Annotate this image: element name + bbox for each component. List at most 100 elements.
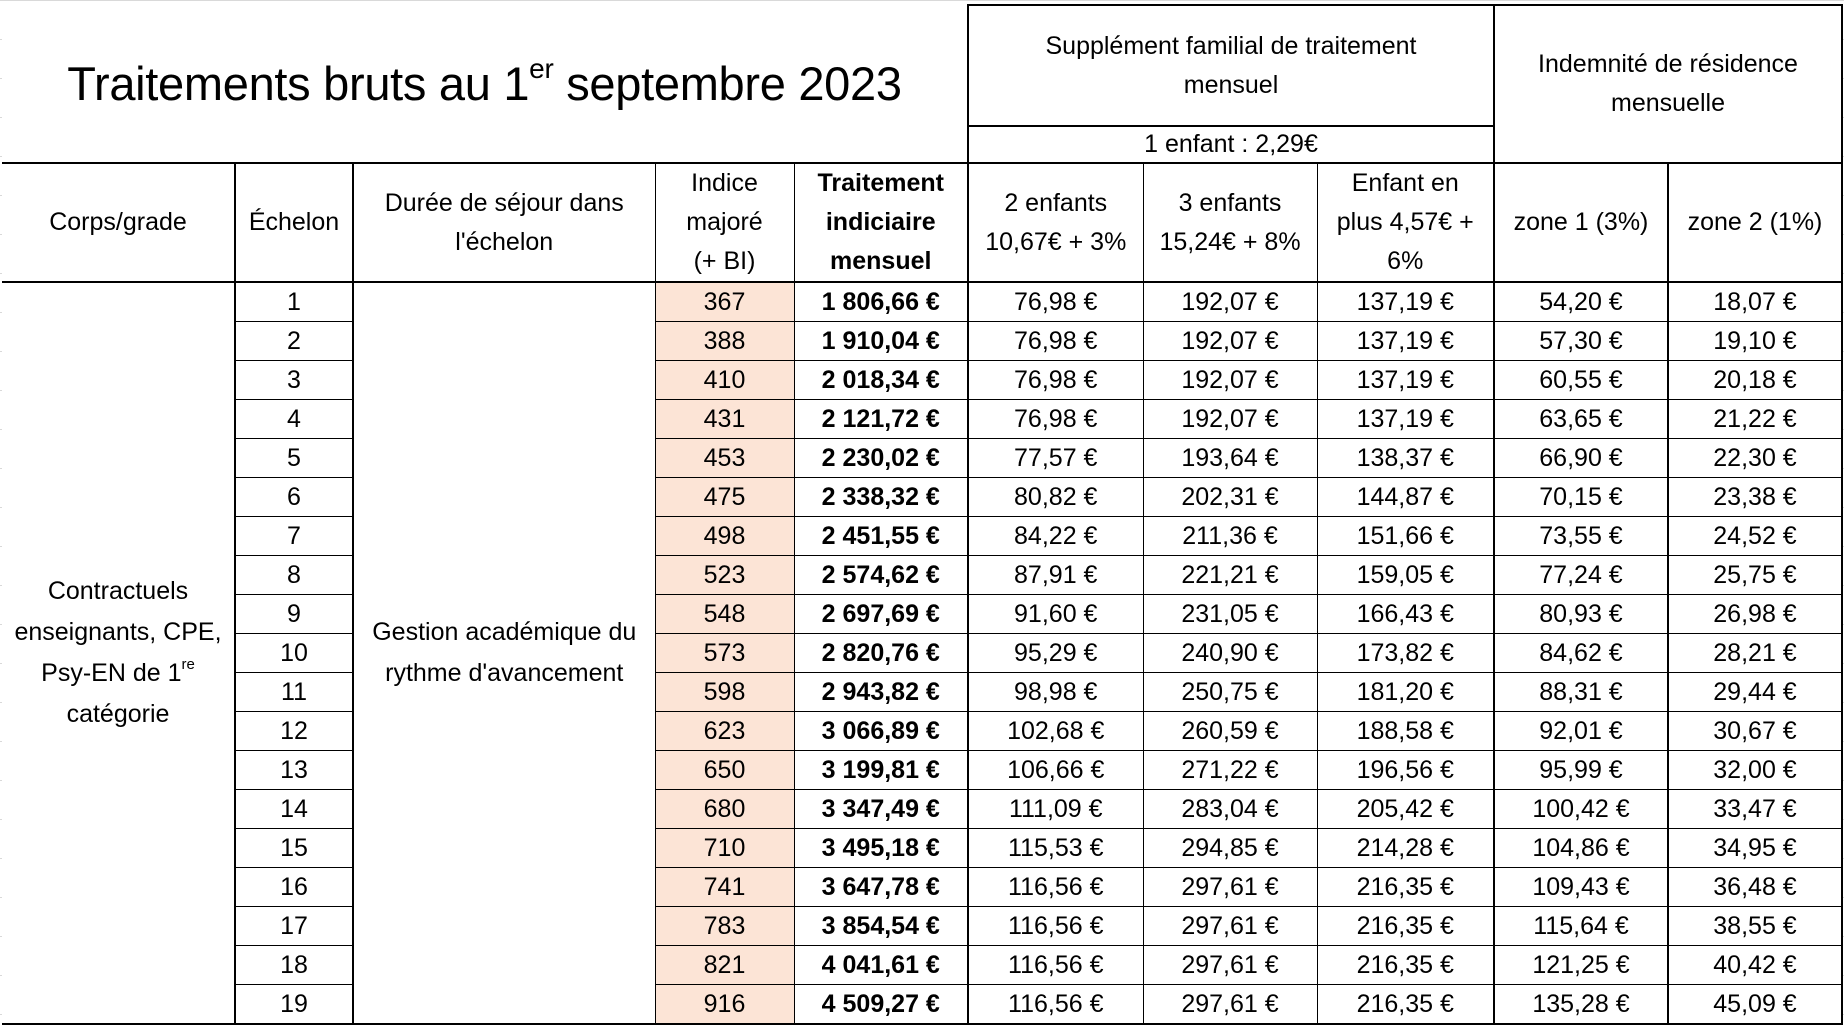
cell-sft3: 294,85 € [1142,828,1318,868]
table-row: 17 783 3 854,54 €116,56 €297,61 €216,35 €1… [2,906,1843,946]
cell-sft2: 95,29 € [967,633,1144,673]
cell-sftplus: 137,19 € [1316,281,1495,322]
cell-sft2: 76,98 € [967,399,1144,439]
cell-traitement: 2 943,82 € [793,672,969,712]
cell-sftplus: 137,19 € [1316,399,1495,439]
cell-indice: 410 [654,360,795,400]
cell-zone1: 104,86 € [1493,828,1669,868]
cell-sft2: 116,56 € [967,906,1144,946]
cell-sft2: 102,68 € [967,711,1144,751]
cell-sft2: 84,22 € [967,516,1144,556]
cell-echelon: 10 [234,633,354,673]
cell-echelon: 3 [234,360,354,400]
table-row: 10 573 2 820,76 €95,29 €240,90 €173,82 €84… [2,633,1843,673]
cell-zone2: 33,47 € [1667,789,1843,829]
table-row: 13 650 3 199,81 €106,66 €271,22 €196,56 €9… [2,750,1843,790]
cell-sftplus: 196,56 € [1316,750,1495,790]
cell-echelon: 9 [234,594,354,634]
cell-traitement: 2 574,62 € [793,555,969,595]
cell-echelon: 5 [234,438,354,478]
cell-sft3: 192,07 € [1142,281,1318,322]
cell-echelon: 11 [234,672,354,712]
cell-zone1: 66,90 € [1493,438,1669,478]
cell-sft2: 87,91 € [967,555,1144,595]
cell-traitement: 2 121,72 € [793,399,969,439]
cell-zone1: 100,42 € [1493,789,1669,829]
cell-zone2: 30,67 € [1667,711,1843,751]
cell-zone1: 80,93 € [1493,594,1669,634]
cell-sftplus: 216,35 € [1316,906,1495,946]
cell-traitement: 3 854,54 € [793,906,969,946]
cell-sft2: 116,56 € [967,945,1144,985]
cell-sftplus: 216,35 € [1316,945,1495,985]
table-row: 19 916 4 509,27 €116,56 €297,61 €216,35 €1… [2,984,1843,1025]
cell-zone1: 135,28 € [1493,984,1669,1025]
cell-indice: 783 [654,906,795,946]
cell-sft3: 231,05 € [1142,594,1318,634]
cell-sft2: 80,82 € [967,477,1144,517]
cell-sft3: 202,31 € [1142,477,1318,517]
cell-echelon: 12 [234,711,354,751]
cell-zone1: 63,65 € [1493,399,1669,439]
header-zone-2: zone 2 (1%) [1667,162,1843,283]
cell-indice: 498 [654,516,795,556]
cell-indice: 623 [654,711,795,751]
cell-traitement: 2 820,76 € [793,633,969,673]
cell-sft3: 192,07 € [1142,321,1318,361]
cell-sft2: 77,57 € [967,438,1144,478]
cell-echelon: 7 [234,516,354,556]
header-duree-sejour: Durée de séjour dans l'échelon [352,162,656,283]
cell-zone1: 60,55 € [1493,360,1669,400]
table-row: 2 388 1 910,04 €76,98 €192,07 €137,19 €57,… [2,321,1843,361]
cell-echelon: 16 [234,867,354,907]
cell-zone1: 109,43 € [1493,867,1669,907]
cell-indice: 367 [654,281,795,322]
cell-sft3: 250,75 € [1142,672,1318,712]
table-row: 14 680 3 347,49 €111,09 €283,04 €205,42 €1… [2,789,1843,829]
cell-sftplus: 181,20 € [1316,672,1495,712]
table-row: 18 821 4 041,61 €116,56 €297,61 €216,35 €1… [2,945,1843,985]
cell-sft2: 98,98 € [967,672,1144,712]
cell-sft2: 76,98 € [967,281,1144,322]
cell-traitement: 2 230,02 € [793,438,969,478]
cell-zone1: 54,20 € [1493,281,1669,322]
cell-indice: 598 [654,672,795,712]
cell-indice: 523 [654,555,795,595]
table-row: 15 710 3 495,18 €115,53 €294,85 €214,28 €1… [2,828,1843,868]
cell-traitement: 4 509,27 € [793,984,969,1025]
cell-zone2: 36,48 € [1667,867,1843,907]
cell-zone1: 70,15 € [1493,477,1669,517]
cell-zone2: 25,75 € [1667,555,1843,595]
cell-sft3: 297,61 € [1142,945,1318,985]
cell-echelon: 18 [234,945,354,985]
cell-sftplus: 166,43 € [1316,594,1495,634]
salary-table: Traitements bruts au 1er septembre 2023 … [2,4,1843,1025]
cell-zone2: 21,22 € [1667,399,1843,439]
cell-sft3: 283,04 € [1142,789,1318,829]
cell-echelon: 14 [234,789,354,829]
cell-sft2: 116,56 € [967,867,1144,907]
cell-traitement: 4 041,61 € [793,945,969,985]
cell-indice: 741 [654,867,795,907]
cell-sft3: 297,61 € [1142,867,1318,907]
cell-sft2: 111,09 € [967,789,1144,829]
cell-indice: 453 [654,438,795,478]
cell-zone2: 22,30 € [1667,438,1843,478]
cell-traitement: 1 910,04 € [793,321,969,361]
cell-zone2: 28,21 € [1667,633,1843,673]
residence-group-header: Indemnité de résidence mensuelle [1493,4,1843,164]
cell-sft3: 221,21 € [1142,555,1318,595]
sft-group-header: Supplément familial de traitement mensue… [967,4,1495,127]
cell-sft3: 260,59 € [1142,711,1318,751]
table-row: 9 548 2 697,69 €91,60 €231,05 €166,43 €80,… [2,594,1843,634]
header-sft-3-enfants: 3 enfants 15,24€ + 8% [1142,162,1318,283]
cell-zone2: 32,00 € [1667,750,1843,790]
cell-sftplus: 137,19 € [1316,360,1495,400]
cell-echelon: 1 [234,281,354,322]
cell-indice: 710 [654,828,795,868]
table-row: 12 623 3 066,89 €102,68 €260,59 €188,58 €9… [2,711,1843,751]
cell-zone2: 24,52 € [1667,516,1843,556]
cell-zone1: 92,01 € [1493,711,1669,751]
cell-zone2: 45,09 € [1667,984,1843,1025]
cell-traitement: 2 018,34 € [793,360,969,400]
